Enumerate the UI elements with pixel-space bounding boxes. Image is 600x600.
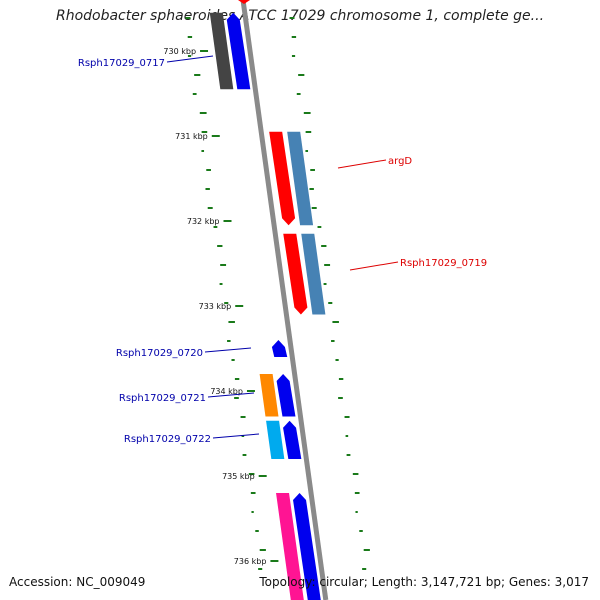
- cds-arrow-0719[interactable]: [301, 233, 326, 315]
- tick-label: 733 kbp: [199, 302, 232, 311]
- label-leader-line: [207, 392, 255, 398]
- gc-skew-track: [185, 17, 370, 570]
- tick-track: 730 kbp 731 kbp 732 kbp 733 kbp 734 kbp 735 k…: [163, 47, 279, 566]
- gene-feature-argD[interactable]: [269, 131, 296, 226]
- gene-0717[interactable]: [209, 12, 251, 90]
- gene-0722[interactable]: [266, 420, 302, 459]
- cds-arrow-0720[interactable]: [271, 340, 288, 357]
- gene-label-argD[interactable]: argD: [388, 156, 412, 167]
- gene-label-track[interactable]: Rsph17029_0717 argD Rsph17029_0719 Rsph1702…: [78, 55, 487, 445]
- page-title: Rhodobacter sphaeroides ATCC 17029 chrom…: [55, 8, 545, 24]
- gene-track[interactable]: [209, 0, 326, 600]
- label-leader-line: [212, 433, 260, 439]
- gene-next[interactable]: [276, 493, 321, 600]
- accession-text: Accession: NC_009049: [9, 575, 146, 589]
- genome-stats-text: Topology: circular; Length: 3,147,721 bp…: [259, 575, 589, 589]
- gene-label-0719[interactable]: Rsph17029_0719: [400, 258, 487, 269]
- label-leader-line: [166, 55, 214, 63]
- tick-label: 731 kbp: [175, 132, 208, 141]
- cds-arrow-next[interactable]: [293, 493, 321, 600]
- gene-0719[interactable]: [283, 233, 326, 315]
- gene-label-0717[interactable]: Rsph17029_0717: [78, 58, 165, 69]
- gene-feature-0717[interactable]: [209, 12, 234, 90]
- cds-arrow-0721[interactable]: [276, 374, 296, 417]
- tick-label: 735 kbp: [222, 472, 255, 481]
- backbone-line: [240, 0, 329, 600]
- cds-arrow-argD[interactable]: [287, 131, 314, 226]
- cds-arrow-0717[interactable]: [226, 12, 251, 90]
- tick-label: 736 kbp: [234, 557, 267, 566]
- gene-label-0720[interactable]: Rsph17029_0720: [116, 348, 203, 359]
- gene-argD[interactable]: [269, 131, 314, 226]
- gene-0720[interactable]: [271, 340, 288, 357]
- gene-0721[interactable]: [259, 374, 296, 417]
- gene-feature-0721[interactable]: [259, 374, 279, 417]
- gene-feature-0722[interactable]: [266, 420, 285, 459]
- gene-label-0722[interactable]: Rsph17029_0722: [124, 434, 211, 445]
- label-leader-line: [349, 261, 399, 271]
- gene-label-0721[interactable]: Rsph17029_0721: [119, 393, 206, 404]
- gene-feature-0719[interactable]: [283, 233, 308, 315]
- tick-label: 734 kbp: [210, 387, 243, 396]
- tick-label: 732 kbp: [187, 217, 220, 226]
- label-leader-line: [337, 159, 387, 169]
- label-leader-line: [204, 347, 252, 353]
- tick-label: 730 kbp: [163, 47, 196, 56]
- gene-feature-next[interactable]: [276, 493, 304, 600]
- cds-arrow-0722[interactable]: [283, 420, 302, 459]
- gene-fragment-top[interactable]: [238, 0, 250, 4]
